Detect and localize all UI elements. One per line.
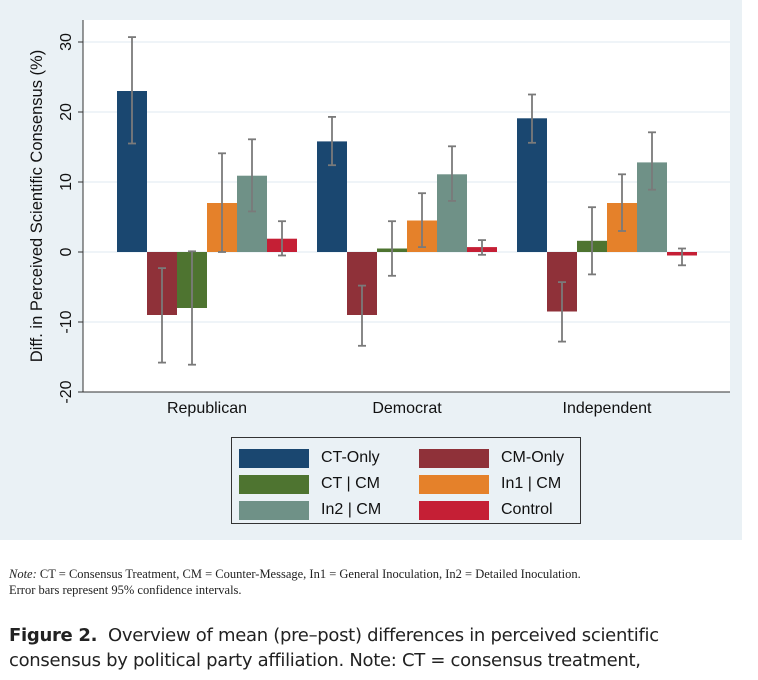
- legend-swatch: [419, 500, 489, 520]
- legend-item: In1 | CM: [419, 474, 561, 494]
- x-tick-label: Independent: [563, 400, 653, 417]
- legend-item: CT-Only: [239, 448, 380, 468]
- y-tick-label: -10: [58, 310, 75, 333]
- legend-label: Control: [501, 501, 553, 518]
- caption-label: Figure 2.: [9, 625, 98, 646]
- y-tick-label: -20: [58, 380, 75, 403]
- legend-item: CT | CM: [239, 474, 380, 494]
- legend-label: CM-Only: [501, 449, 565, 466]
- x-tick-label: Democrat: [372, 400, 442, 417]
- legend: CT-Only CM-Only CT | CM In1 | CM In2 | CM Con…: [231, 437, 581, 524]
- legend-label: In2 | CM: [321, 501, 382, 518]
- y-tick-label: 20: [58, 103, 75, 121]
- legend-item: In2 | CM: [239, 500, 381, 520]
- y-tick-label: 10: [58, 173, 75, 191]
- y-axis-label: Diff. in Perceived Scientific Consensus …: [28, 50, 46, 362]
- legend-swatch: [239, 474, 309, 494]
- bar-chart: -20 -10 0 10 20 30 Diff. in Perceived Scientif…: [28, 20, 730, 417]
- caption-line2: consensus by political party affiliation…: [9, 650, 641, 671]
- note-label: Note:: [9, 567, 37, 581]
- figure-note: Note: CT = Consensus Treatment, CM = Cou…: [9, 566, 749, 598]
- legend-label: In1 | CM: [501, 475, 562, 492]
- y-tick-label: 0: [58, 247, 75, 256]
- legend-item: Control: [419, 500, 553, 520]
- legend-label: CT | CM: [321, 475, 380, 492]
- legend-item: CM-Only: [419, 448, 564, 468]
- y-tick-label: 30: [58, 33, 75, 51]
- figure-caption: Figure 2. Overview of mean (pre–post) di…: [9, 623, 659, 673]
- caption-line1: Overview of mean (pre–post) differences …: [97, 625, 659, 646]
- note-line1: CT = Consensus Treatment, CM = Counter-M…: [36, 567, 581, 581]
- note-line2: Error bars represent 95% confidence inte…: [9, 583, 242, 597]
- legend-swatch: [419, 448, 489, 468]
- legend-label: CT-Only: [321, 449, 380, 466]
- legend-swatch: [419, 474, 489, 494]
- legend-swatch: [239, 448, 309, 468]
- x-tick-label: Republican: [167, 400, 247, 417]
- legend-swatch: [239, 500, 309, 520]
